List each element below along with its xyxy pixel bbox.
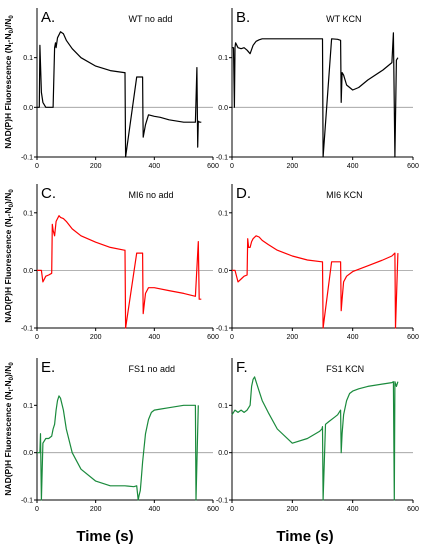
panel-d: -0.1 0.0 0.1 0 200 400 600 D. MI6 KCN bbox=[216, 184, 419, 341]
y-tick-label: 0.0 bbox=[218, 268, 228, 275]
x-tick-label: 600 bbox=[207, 334, 219, 341]
panel-title: WT no add bbox=[129, 14, 173, 24]
y-tick-label: -0.1 bbox=[21, 498, 33, 505]
x-tick-label: 400 bbox=[148, 506, 160, 513]
panel-title: FS1 KCN bbox=[326, 364, 364, 374]
y-tick-label: 0.1 bbox=[218, 210, 228, 217]
x-tick-label: 400 bbox=[148, 334, 160, 341]
y-tick-label: -0.1 bbox=[21, 155, 33, 162]
y-tick-label: -0.1 bbox=[216, 155, 228, 162]
x-tick-label: 600 bbox=[207, 163, 219, 170]
series-line bbox=[37, 31, 202, 158]
series-line bbox=[232, 235, 399, 329]
y-tick-label: 0.0 bbox=[23, 105, 33, 112]
x-tick-label: 400 bbox=[148, 163, 160, 170]
y-tick-label: 0.0 bbox=[23, 268, 33, 275]
x-tick-label: 600 bbox=[407, 506, 419, 513]
panel-letter: B. bbox=[236, 9, 250, 26]
x-tick-label: 200 bbox=[286, 506, 298, 513]
panel-letter: A. bbox=[41, 9, 55, 26]
y-label-part: )/N bbox=[3, 366, 13, 377]
x-axis-label-right: Time (s) bbox=[276, 528, 333, 545]
y-axis-label: NAD(P)H Fluorescence (Nt-N0)/N0 bbox=[3, 15, 15, 149]
y-label-part: 0 bbox=[9, 362, 15, 366]
panel-letter: C. bbox=[41, 185, 56, 202]
panel-b: -0.1 0.0 0.1 0 200 400 600 B. WT KCN bbox=[216, 8, 419, 170]
y-tick-label: -0.1 bbox=[216, 498, 228, 505]
series-line bbox=[232, 32, 399, 158]
y-label-part: 0 bbox=[9, 189, 15, 193]
panel-title: MI6 KCN bbox=[326, 190, 363, 200]
x-tick-label: 0 bbox=[230, 506, 234, 513]
y-label-part: 0 bbox=[9, 203, 15, 207]
y-label-part: )/N bbox=[3, 19, 13, 30]
x-axis-label-left: Time (s) bbox=[76, 528, 133, 545]
panel-e: -0.1 0.0 0.1 0 200 400 600 E. FS1 no add bbox=[21, 358, 219, 513]
series-line bbox=[37, 215, 202, 329]
x-tick-label: 600 bbox=[407, 163, 419, 170]
y-label-part: -N bbox=[3, 207, 13, 216]
x-tick-label: 400 bbox=[347, 163, 359, 170]
y-axis-label: NAD(P)H Fluorescence (Nt-N0)/N0 bbox=[3, 189, 15, 323]
panel-letter: F. bbox=[236, 359, 248, 376]
panel-f: -0.1 0.0 0.1 0 200 400 600 F. FS1 KCN bbox=[216, 358, 419, 513]
y-tick-label: 0.1 bbox=[23, 210, 33, 217]
y-label-part: 0 bbox=[9, 376, 15, 380]
y-tick-label: 0.0 bbox=[218, 450, 228, 457]
y-label-part: NAD(P)H Fluorescence ( bbox=[3, 50, 13, 148]
x-tick-label: 0 bbox=[35, 163, 39, 170]
y-label-part: NAD(P)H Fluorescence ( bbox=[3, 224, 13, 322]
y-axis-label: NAD(P)H Fluorescence (Nt-N0)/N0 bbox=[3, 362, 15, 496]
y-label-part: )/N bbox=[3, 193, 13, 204]
y-tick-label: -0.1 bbox=[21, 326, 33, 333]
series-line bbox=[231, 376, 399, 501]
y-label-part: 0 bbox=[9, 15, 15, 19]
x-tick-label: 200 bbox=[90, 334, 102, 341]
panel-title: MI6 no add bbox=[129, 190, 174, 200]
x-tick-label: 600 bbox=[207, 506, 219, 513]
y-label-part: t bbox=[9, 216, 15, 218]
panels: -0.1 0.0 0.1 0 200 400 600 A. WT no add -0.1 0.0 0.… bbox=[21, 8, 419, 513]
x-tick-label: 400 bbox=[347, 506, 359, 513]
y-tick-label: 0.0 bbox=[218, 105, 228, 112]
y-label-part: -N bbox=[3, 380, 13, 389]
panel-a: -0.1 0.0 0.1 0 200 400 600 A. WT no add bbox=[21, 8, 219, 170]
x-tick-label: 400 bbox=[347, 334, 359, 341]
x-tick-label: 0 bbox=[35, 334, 39, 341]
x-tick-label: 0 bbox=[230, 334, 234, 341]
y-tick-label: 0.1 bbox=[23, 403, 33, 410]
x-tick-label: 0 bbox=[230, 163, 234, 170]
panel-letter: E. bbox=[41, 359, 55, 376]
y-label-part: t bbox=[9, 389, 15, 391]
x-tick-label: 200 bbox=[286, 163, 298, 170]
y-label-part: N bbox=[3, 218, 13, 224]
y-tick-label: 0.1 bbox=[218, 403, 228, 410]
y-label-part: NAD(P)H Fluorescence ( bbox=[3, 397, 13, 495]
y-label-part: N bbox=[3, 391, 13, 397]
panel-title: FS1 no add bbox=[129, 364, 176, 374]
series-line bbox=[37, 395, 199, 501]
panel-letter: D. bbox=[236, 185, 251, 202]
y-tick-label: 0.1 bbox=[218, 55, 228, 62]
y-label-part: -N bbox=[3, 33, 13, 42]
x-tick-label: 200 bbox=[90, 163, 102, 170]
x-tick-label: 200 bbox=[90, 506, 102, 513]
y-tick-label: 0.1 bbox=[23, 55, 33, 62]
x-tick-label: 0 bbox=[35, 506, 39, 513]
y-label-part: N bbox=[3, 44, 13, 50]
y-tick-label: 0.0 bbox=[23, 450, 33, 457]
x-tick-label: 600 bbox=[407, 334, 419, 341]
y-tick-label: -0.1 bbox=[216, 326, 228, 333]
x-tick-label: 200 bbox=[286, 334, 298, 341]
panel-c: -0.1 0.0 0.1 0 200 400 600 C. MI6 no add bbox=[21, 184, 219, 341]
y-label-part: t bbox=[9, 42, 15, 44]
panel-title: WT KCN bbox=[326, 14, 361, 24]
y-label-part: 0 bbox=[9, 29, 15, 33]
